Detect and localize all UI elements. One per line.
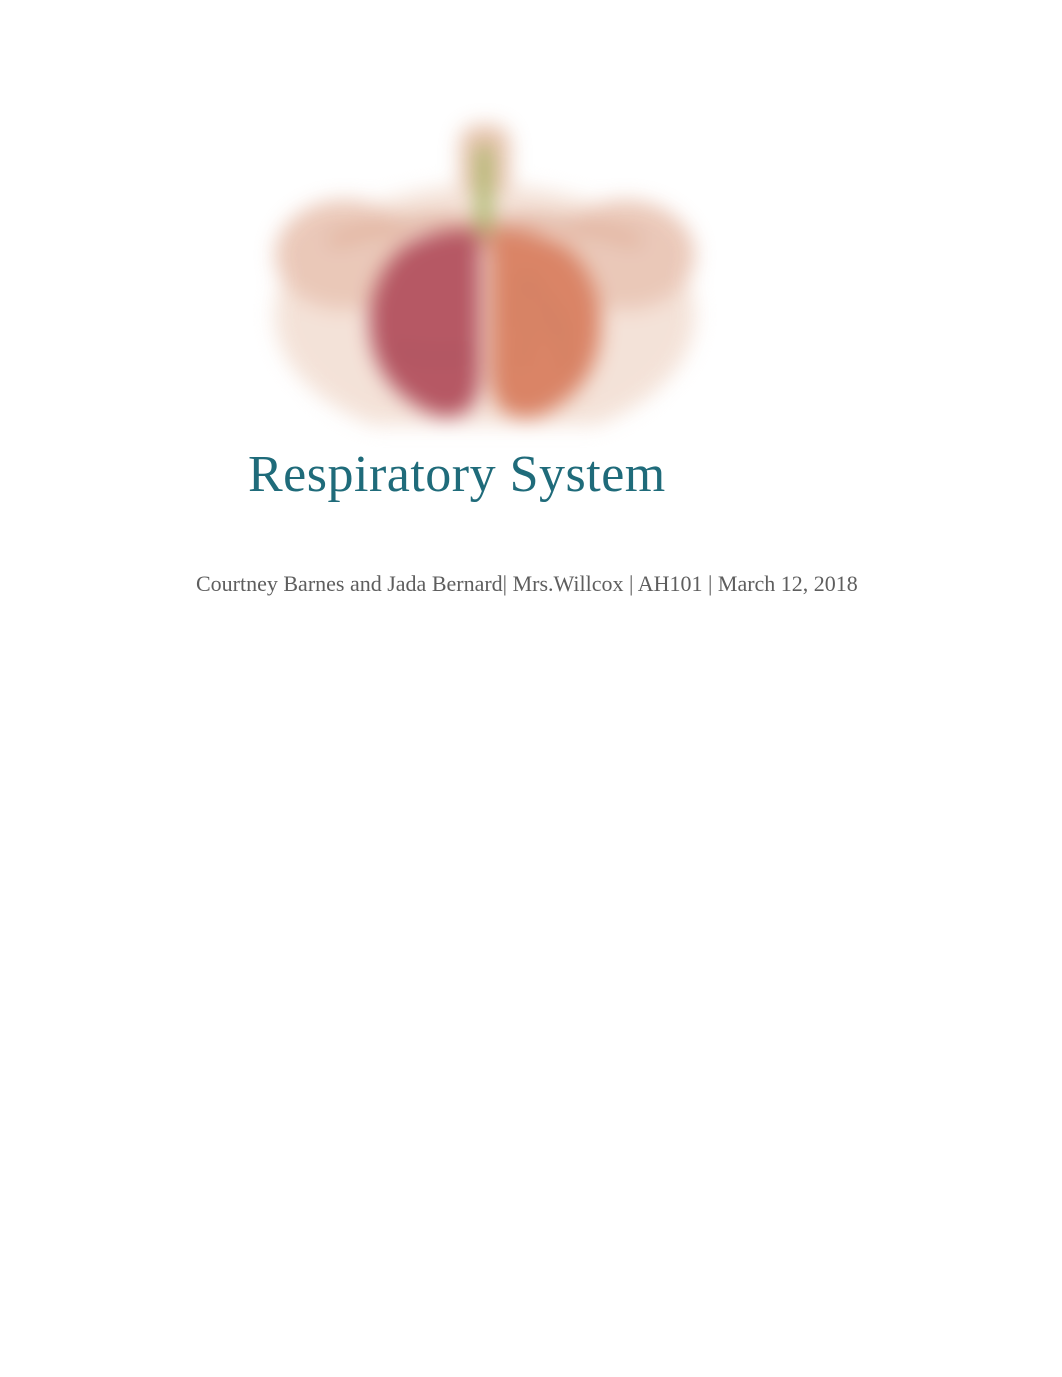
document-title: Respiratory System [248, 445, 666, 504]
document-byline: Courtney Barnes and Jada Bernard| Mrs.Wi… [196, 571, 858, 597]
lungs-illustration [265, 125, 705, 425]
document-page: Respiratory System Courtney Barnes and J… [0, 0, 1062, 1377]
